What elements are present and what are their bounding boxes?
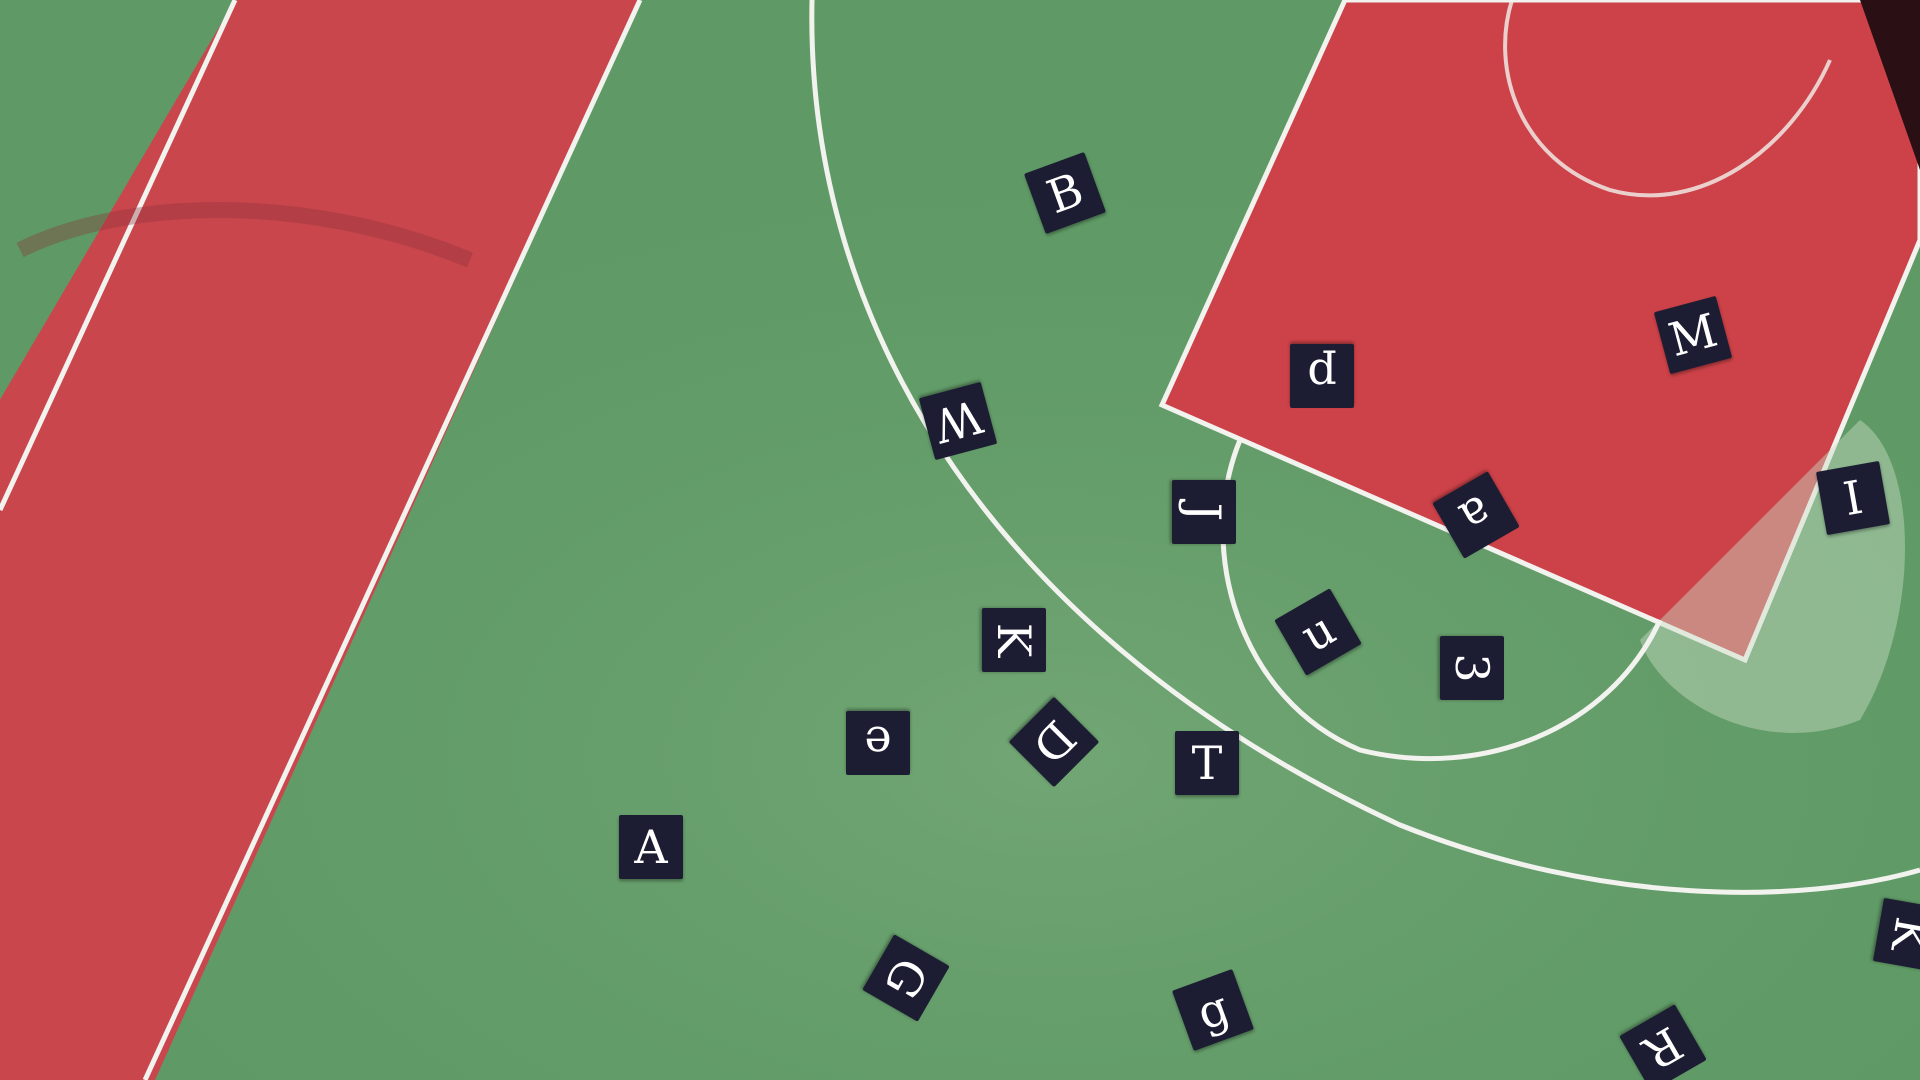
tile-letter: a	[1450, 484, 1502, 546]
free-throw-arc	[1220, 439, 1663, 762]
tile-letter: R	[1634, 1015, 1692, 1080]
running-track-lane	[0, 0, 640, 1080]
tile-letter: p	[1307, 349, 1337, 403]
letter-tile-I[interactable]: I	[1815, 460, 1891, 536]
tile-letter: M	[1663, 302, 1723, 368]
tile-letter: 3	[1445, 653, 1499, 683]
track-scuff	[16, 202, 474, 268]
tile-letter: T	[1191, 736, 1223, 790]
letter-tile-e[interactable]: e	[846, 711, 910, 775]
tile-letter: D	[1021, 709, 1087, 775]
letter-tile-J[interactable]: J	[1172, 480, 1236, 544]
key-circle	[1503, 0, 1832, 198]
track-line-right	[142, 0, 643, 1080]
tile-letter: I	[1839, 469, 1867, 527]
tile-letter: K	[1880, 913, 1920, 957]
hoop-shadow	[1860, 0, 1920, 170]
tile-letter: K	[987, 622, 1041, 658]
letter-tile-3[interactable]: 3	[1440, 636, 1504, 700]
three-point-arc	[809, 0, 1920, 895]
tile-letter: g	[1189, 979, 1237, 1041]
letter-tile-T[interactable]: T	[1175, 731, 1239, 795]
letter-tile-K[interactable]: K	[982, 608, 1046, 672]
track-line-left	[0, 0, 238, 512]
tile-letter: G	[873, 948, 939, 1008]
painted-key	[1158, 0, 1920, 664]
tile-letter: e	[864, 716, 892, 770]
letter-tile-A[interactable]: A	[619, 815, 683, 879]
tile-letter: A	[634, 820, 668, 874]
letter-tile-p[interactable]: p	[1290, 344, 1354, 408]
tile-letter: B	[1039, 161, 1091, 225]
tile-letter: u	[1291, 601, 1345, 663]
tile-letter: W	[928, 388, 988, 454]
tile-letter: J	[1177, 502, 1231, 522]
